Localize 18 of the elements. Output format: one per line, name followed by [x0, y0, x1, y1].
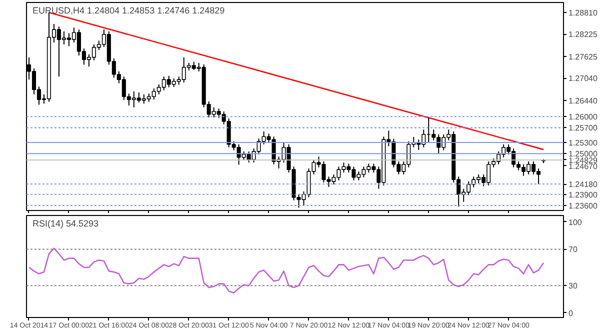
- y-tick-label: 1.27040: [568, 74, 598, 84]
- y-tick-label: 1.27625: [568, 52, 598, 62]
- line-series: [28, 248, 544, 294]
- y-tick-label: 100: [568, 218, 582, 227]
- y-tick-label: 70: [568, 245, 578, 254]
- ref-line-label: 1.26000: [568, 112, 598, 122]
- y-tick-label: 1.28810: [568, 8, 598, 18]
- chart-title: RSI(14) 54.5293: [32, 218, 99, 228]
- ref-line-label: 1.23900: [568, 190, 598, 200]
- ref-line-label: 1.25700: [568, 124, 598, 133]
- y-tick-label: 1.26440: [568, 96, 598, 106]
- y-tick-label: 0: [568, 308, 574, 318]
- y-tick-label: 1.28225: [568, 30, 598, 40]
- ref-line-label: 1.25300: [568, 138, 598, 148]
- ref-line-label: 1.23600: [568, 202, 598, 210]
- chart-title: EURUSD,H4 1.24804 1.24853 1.24746 1.24829: [32, 6, 225, 16]
- ref-line-label: 1.24180: [568, 180, 598, 190]
- y-tick-label: 30: [568, 282, 578, 291]
